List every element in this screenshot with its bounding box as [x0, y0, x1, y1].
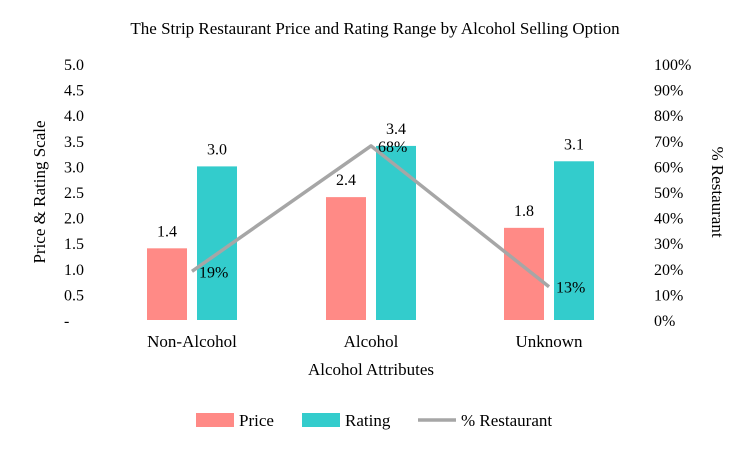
y-axis-left: - 0.5 1.0 1.5 2.0 2.5 3.0 3.5 4.0 4.5 5.0	[64, 57, 84, 330]
x-tick-label: Non-Alcohol	[147, 332, 237, 351]
y2-tick-label: 20%	[654, 262, 683, 279]
y-tick-label: 0.5	[64, 287, 84, 304]
data-label: 1.8	[514, 203, 534, 220]
x-axis-title: Alcohol Attributes	[308, 360, 434, 379]
line-series: 19% 68% 13%	[190, 139, 585, 297]
y2-tick-label: 60%	[654, 159, 683, 176]
legend-label: Price	[239, 411, 274, 430]
y2-tick-label: 70%	[654, 134, 683, 151]
y-axis-right: 0% 10% 20% 30% 40% 50% 60% 70% 80% 90% 100%	[654, 57, 691, 330]
x-tick-label: Alcohol	[344, 332, 399, 351]
y-tick-label: -	[64, 313, 69, 330]
y2-tick-label: 10%	[654, 287, 683, 304]
y-axis-right-title: % Restaurant	[708, 146, 727, 237]
y-tick-label: 4.0	[64, 108, 84, 125]
y2-tick-label: 100%	[654, 57, 691, 74]
y2-tick-label: 90%	[654, 83, 683, 100]
x-tick-label: Unknown	[515, 332, 583, 351]
legend-label: % Restaurant	[461, 411, 552, 430]
data-label: 3.4	[386, 121, 406, 138]
legend: Price Rating % Restaurant	[196, 411, 552, 430]
y2-tick-label: 50%	[654, 185, 683, 202]
y-tick-label: 4.5	[64, 83, 84, 100]
y-tick-label: 5.0	[64, 57, 84, 74]
chart-title: The Strip Restaurant Price and Rating Ra…	[130, 19, 620, 38]
legend-swatch-price	[196, 413, 234, 427]
data-label: 3.0	[207, 141, 227, 158]
y2-tick-label: 0%	[654, 313, 675, 330]
bar-price	[147, 248, 187, 320]
x-axis: Non-Alcohol Alcohol Unknown	[147, 332, 583, 351]
legend-label: Rating	[345, 411, 391, 430]
data-label: 1.4	[157, 223, 177, 240]
line-percent-restaurant	[190, 144, 551, 289]
data-label: 68%	[378, 139, 407, 156]
y2-tick-label: 80%	[654, 108, 683, 125]
bar-series: 1.4 2.4 1.8 3.0 3.4 3.1	[147, 121, 594, 320]
y-tick-label: 1.0	[64, 262, 84, 279]
data-label: 3.1	[564, 136, 584, 153]
bar-price	[326, 197, 366, 320]
y-tick-label: 1.5	[64, 236, 84, 253]
y-tick-label: 2.0	[64, 211, 84, 228]
data-label: 2.4	[336, 172, 356, 189]
y-tick-label: 3.0	[64, 159, 84, 176]
bar-price	[504, 227, 544, 320]
y-axis-left-title: Price & Rating Scale	[30, 120, 49, 263]
data-label: 19%	[199, 264, 228, 281]
y2-tick-label: 40%	[654, 211, 683, 228]
bar-rating	[554, 161, 594, 320]
data-label: 13%	[556, 280, 585, 297]
y-tick-label: 2.5	[64, 185, 84, 202]
bar-rating	[376, 145, 416, 320]
y2-tick-label: 30%	[654, 236, 683, 253]
legend-swatch-rating	[302, 413, 340, 427]
y-tick-label: 3.5	[64, 134, 84, 151]
